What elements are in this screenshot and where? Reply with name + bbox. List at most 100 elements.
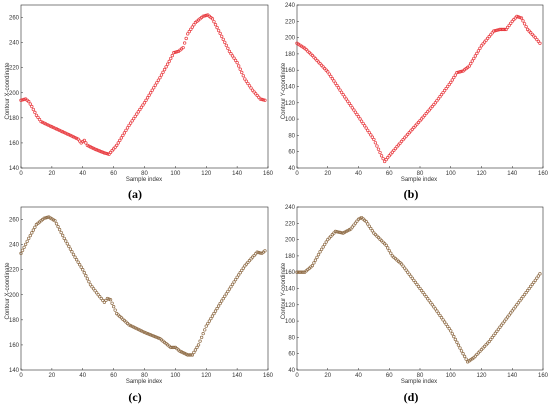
panel-c-data-point	[233, 277, 238, 282]
panel-b-data-point	[458, 70, 462, 74]
panel-c-data-point	[170, 345, 174, 350]
panel-c-data-point	[221, 297, 225, 301]
panel-d-data-point	[462, 354, 467, 359]
panel-a-data-point	[230, 54, 235, 58]
panel-a-data-point	[27, 99, 31, 104]
panel-a-data-point	[34, 113, 39, 117]
panel-c-data-point	[85, 277, 90, 281]
panel-d-data-point	[422, 292, 427, 297]
panel-c-data-point	[229, 285, 233, 289]
panel-a-xtick-label: 60	[110, 171, 117, 177]
panel-d-data-point	[489, 337, 493, 342]
panel-c-data-point	[209, 316, 213, 321]
panel-c-data-point	[230, 282, 235, 287]
panel-c-data-point	[27, 236, 31, 241]
panel-c-data-point	[216, 304, 221, 308]
panel-c-ytick-label: 160	[9, 343, 20, 349]
panel-c-data-point	[81, 268, 85, 272]
panel-c-data-point	[93, 289, 97, 293]
panel-a-data-point	[203, 14, 207, 18]
panel-a-xtick-label: 160	[263, 171, 274, 177]
panel-c-data-point	[195, 345, 199, 350]
panel-c-data-point	[90, 285, 94, 289]
panel-d-data-point	[447, 327, 451, 331]
panel-c-data-point	[84, 274, 88, 278]
panel-d-ytick-label: 140	[285, 287, 296, 293]
panel-a-plot-area	[20, 4, 269, 169]
panel-c-data-point	[187, 353, 191, 357]
panel-c-ytick-label: 180	[9, 318, 20, 324]
panel-b-data-point	[467, 64, 471, 68]
panel-d-data-point	[504, 317, 508, 321]
panel-d-data-point	[427, 299, 431, 303]
panel-b-data-point	[475, 51, 479, 56]
panel-b-data-point	[535, 37, 539, 42]
panel-d-data-point	[421, 290, 425, 295]
panel-c-xtick-label: 40	[79, 373, 86, 379]
panel-a-data-point	[221, 37, 225, 42]
panel-b-data-point	[478, 46, 482, 50]
panel-c-data-point	[71, 252, 76, 257]
panel-b-ytick-label: 60	[288, 150, 295, 156]
panel-a-data-point	[263, 98, 267, 102]
panel-c-data-point	[31, 228, 35, 232]
panel-b-data-point	[376, 147, 381, 151]
panel-d-xlabel: Sample index	[401, 379, 437, 385]
panel-d-data-point	[352, 223, 356, 227]
panel-c-data-point	[107, 297, 111, 301]
panel-b-data-point	[358, 117, 362, 121]
panel-c-data-point	[88, 283, 93, 287]
panel-d-xtick-label: 20	[324, 373, 331, 379]
panel-d-data-point	[430, 303, 434, 307]
panel-d-data-point	[516, 301, 521, 305]
panel-d-data-point	[429, 301, 433, 305]
panel-a-data-point	[159, 73, 164, 77]
panel-c-data-point	[28, 233, 32, 238]
panel-d-data-point	[522, 292, 527, 297]
panel-d-data-point	[487, 339, 491, 344]
panel-d-data-point	[318, 250, 322, 254]
panel-c-ylabel: Contour X-coordinate	[5, 262, 11, 320]
panel-c-data-point	[220, 299, 224, 303]
panel-b-data-point	[441, 90, 445, 95]
panel-a-data-point	[212, 20, 216, 24]
panel-d-data-point	[349, 227, 353, 231]
panel-b-data-point	[453, 73, 458, 77]
panel-a-ytick-label: 160	[9, 141, 20, 147]
panel-c-data-point	[204, 324, 208, 328]
panel-a-data-point	[218, 31, 222, 36]
panel-a-data-point	[215, 25, 219, 30]
panel-d-data-point	[319, 247, 324, 252]
panel-d-data-point	[350, 225, 355, 229]
panel-c-data-point	[105, 296, 110, 301]
panel-c-data-point	[150, 333, 154, 338]
panel-d-data-point	[315, 255, 319, 260]
panel-d-data-point	[496, 327, 501, 331]
panel-b-xtick-label: 20	[324, 171, 331, 177]
panel-c-data-point	[189, 353, 193, 357]
panel-d-data-point	[298, 270, 302, 274]
panel-c-data-point	[42, 216, 46, 220]
panel-c-data-point	[196, 343, 201, 347]
panel-d-data-point	[452, 334, 456, 339]
panel-a-data-point	[224, 43, 228, 48]
panel-a-data-point	[161, 70, 165, 74]
panel-c-ytick-label: 140	[9, 368, 20, 374]
panel-b-data-point	[433, 101, 438, 105]
panel-c-data-point	[263, 249, 267, 253]
panel-a-data-point	[149, 91, 153, 95]
panel-b-data-point	[333, 81, 338, 85]
panel-d-data-point	[386, 246, 390, 250]
panel-a-data-point	[62, 130, 66, 135]
panel-c-data-point	[224, 292, 228, 296]
panel-c-data-point	[142, 330, 147, 335]
panel-a-ytick-label: 140	[9, 166, 20, 172]
panel-c-data-point	[199, 335, 204, 340]
panel-d-data-point	[436, 311, 441, 315]
panel-b-data-point	[472, 56, 476, 61]
panel-c-data-point	[61, 233, 65, 238]
panel-a-data-point	[201, 14, 205, 18]
panel-c-data-point	[73, 255, 77, 259]
panel-a-data-point	[28, 102, 32, 106]
panel-d-data-point	[335, 230, 339, 234]
